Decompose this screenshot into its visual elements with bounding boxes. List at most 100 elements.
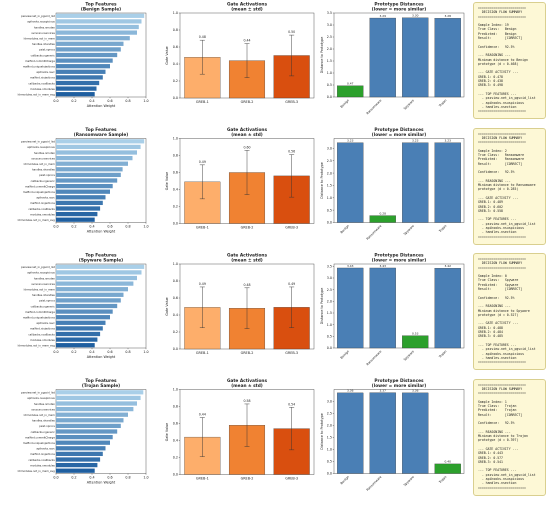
prototype-value-label: 3.23	[347, 139, 354, 143]
feature-bar	[56, 451, 103, 457]
feature-label: pssview.net_in_pgscid_list	[21, 140, 55, 144]
x-tick-label: 0.8	[125, 476, 130, 480]
summary-line: GREB-3: 0.541	[478, 459, 503, 464]
prototype-bar	[369, 215, 396, 223]
summary-line: GREB-1: 0.489	[478, 200, 503, 205]
feature-bar	[56, 144, 141, 150]
feature-label: apihooks.nsuspicious	[27, 396, 55, 400]
feature-label: malfind.uniqueInjections	[23, 315, 56, 319]
features-xlabel: Attention Weight	[87, 230, 116, 234]
y-tick-label: 2.0	[327, 47, 332, 51]
y-tick-label: 0.2	[173, 205, 178, 209]
feature-label: modules.nmodules	[30, 463, 55, 467]
summary-line: --- GATE ACTIVITY ---	[478, 195, 519, 200]
summary-line: Minimum distance to Ransomware	[478, 183, 536, 188]
gates-title: Gate Activations	[227, 253, 268, 259]
prototype-bar	[337, 392, 364, 474]
decision-summary-box: ========================= DECISION FLOW …	[473, 2, 546, 119]
prototype-bar	[434, 142, 461, 223]
summary-line: --- REASONING ---	[478, 53, 511, 58]
gate-category-label: GREB-1	[196, 351, 209, 355]
feature-bar	[56, 217, 95, 222]
gate-value-label: 0.50	[288, 30, 295, 34]
feature-bar	[56, 155, 133, 161]
feature-label: ldrmodules.not_in_mem_avg	[18, 218, 56, 222]
x-tick-label: 0.8	[125, 99, 130, 103]
prototypes-ylabel: Distance to Prototype	[320, 288, 324, 325]
prototypes-axes-frame	[333, 12, 465, 98]
prototype-value-label: 0.53	[412, 331, 419, 335]
feature-label: handles.nhandles	[32, 42, 55, 46]
x-tick-label: 0.8	[125, 350, 130, 354]
gates-subtitle: (mean ± std)	[231, 383, 263, 389]
x-tick-label: 0.0	[53, 350, 58, 354]
summary-line: Confidence: 92.5%	[478, 170, 515, 175]
prototypes-axes-frame	[333, 138, 465, 223]
prototypes-ylabel: Distance to Prototype	[320, 413, 324, 450]
feature-bar	[56, 30, 137, 35]
prototype-category-label: Ransomware	[365, 98, 382, 115]
feature-bar	[56, 36, 130, 41]
y-tick-label: 0.5	[327, 83, 332, 87]
summary-line: Result: [CORRECT]	[478, 161, 523, 166]
x-tick-label: 1.0	[143, 476, 148, 480]
prototype-value-label: 3.29	[380, 14, 387, 18]
y-tick-label: 0.8	[173, 28, 178, 32]
feature-label: apihooks.nsuspicious	[27, 20, 55, 24]
y-tick-label: 1.0	[173, 11, 178, 15]
summary-line: =========================	[478, 391, 526, 396]
feature-label: handles.nmutex	[34, 25, 55, 29]
y-tick-label: 2.0	[327, 300, 332, 304]
prototype-bar	[434, 463, 461, 474]
gates-ylabel: Gate Value	[165, 46, 169, 65]
y-tick-label: 1.0	[173, 388, 178, 392]
x-tick-label: 0.6	[107, 225, 112, 229]
feature-label: ldrmodules.not_in_mem_avg	[18, 343, 56, 347]
prototype-value-label: 3.36	[347, 389, 354, 393]
feature-label: pssview.net_in_pgscid_list	[21, 391, 55, 395]
prototype-value-label: 3.23	[412, 139, 419, 143]
gate-value-label: 0.54	[288, 402, 295, 406]
feature-bar	[56, 92, 95, 97]
summary-line: - apihooks.nsuspicious	[478, 100, 525, 105]
gate-value-label: 0.48	[243, 283, 250, 287]
summary-line: DECISION FLOW SUMMARY	[478, 135, 523, 140]
feature-bar	[56, 47, 121, 52]
prototype-value-label: 3.30	[412, 14, 419, 18]
feature-label: ldrmodules.not_in_mem	[24, 287, 56, 291]
y-tick-label: 0.8	[173, 154, 178, 158]
y-tick-label: 0.8	[173, 279, 178, 283]
y-tick-label: 0.0	[173, 96, 178, 100]
feature-label: callbacks.ngeneric	[31, 53, 56, 57]
summary-line: - pssview.net_in_pgscid_list	[478, 347, 536, 352]
decision-summary-box: ========================= DECISION FLOW …	[473, 378, 546, 496]
prototype-category-label: Trojan	[437, 475, 447, 485]
summary-line: --- TOP FEATURES ---	[478, 217, 517, 222]
feature-label: apihooks.nsuspicious	[27, 271, 55, 275]
feature-label: malfind.ninjections	[30, 327, 55, 331]
features-title: Top Features	[85, 253, 117, 259]
feature-label: malfind.ninjections	[30, 76, 55, 80]
features-xlabel: Attention Weight	[87, 481, 116, 485]
prototype-bar	[369, 392, 396, 474]
decision-summary-box: ========================= DECISION FLOW …	[473, 127, 546, 245]
summary-line: Sample Index: 1	[478, 399, 507, 404]
summary-line: Confidence: 92.5%	[478, 421, 515, 426]
summary-line: --- REASONING ---	[478, 304, 511, 309]
feature-label: handles.nmutex	[34, 276, 55, 280]
summary-line: --- REASONING ---	[478, 429, 511, 434]
gate-value-label: 0.44	[199, 413, 206, 417]
summary-line: prototype (d = 0.527)	[478, 312, 519, 317]
summary-line: GREB-2: 0.484	[478, 330, 503, 335]
gate-value-label: 0.44	[243, 39, 250, 43]
gate-category-label: GREB-1	[196, 226, 209, 230]
prototype-bar	[369, 17, 396, 98]
prototypes-subtitle: (lower = more similar)	[372, 132, 426, 138]
summary-line: Result: [CORRECT]	[478, 412, 523, 417]
x-tick-label: 0.6	[107, 476, 112, 480]
y-tick-label: 0.0	[327, 221, 332, 225]
y-tick-label: 0.2	[173, 330, 178, 334]
y-tick-label: 0.4	[173, 313, 178, 317]
prototype-value-label: 3.43	[347, 264, 354, 268]
gate-category-label: GREB-1	[196, 100, 209, 104]
